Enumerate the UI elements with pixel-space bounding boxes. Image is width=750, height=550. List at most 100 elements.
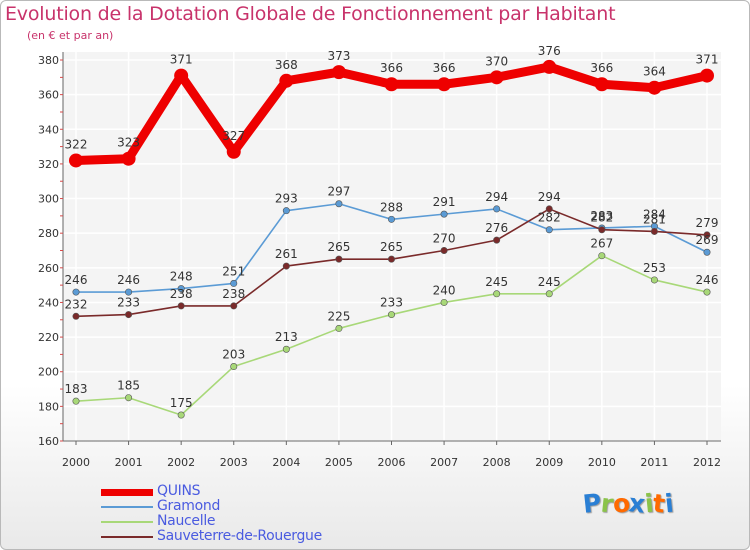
- data-label: 270: [433, 232, 456, 246]
- data-point: [230, 302, 238, 310]
- legend-swatch: [101, 521, 153, 523]
- data-label: 368: [275, 58, 298, 72]
- y-tick-label: 280: [38, 227, 59, 240]
- data-label: 248: [170, 270, 193, 284]
- data-point: [387, 255, 395, 263]
- data-label: 261: [275, 247, 298, 261]
- data-label: 366: [590, 61, 613, 75]
- data-label: 279: [696, 216, 719, 230]
- data-point: [489, 70, 504, 85]
- data-point: [282, 207, 290, 215]
- x-tick-label: 2006: [378, 456, 406, 469]
- legend-label: Gramond: [157, 498, 221, 514]
- data-label: 185: [117, 379, 140, 393]
- data-label: 371: [696, 53, 719, 67]
- data-label: 246: [117, 273, 140, 287]
- chart-title: Evolution de la Dotation Globale de Fonc…: [5, 3, 616, 25]
- data-label: 293: [275, 192, 298, 206]
- data-point: [226, 144, 241, 159]
- data-point: [545, 226, 553, 234]
- data-point: [335, 324, 343, 332]
- data-label: 297: [327, 185, 350, 199]
- data-label: 376: [538, 44, 561, 58]
- data-label: 251: [222, 264, 245, 278]
- data-label: 245: [538, 275, 561, 289]
- data-point: [493, 205, 501, 213]
- data-point: [282, 262, 290, 270]
- data-point: [230, 363, 238, 371]
- data-point: [493, 290, 501, 298]
- legend-swatch: [101, 536, 153, 538]
- data-point: [650, 276, 658, 284]
- data-point: [437, 77, 452, 92]
- data-point: [121, 151, 136, 166]
- data-point: [703, 231, 711, 239]
- data-point: [647, 80, 662, 95]
- x-tick-label: 2007: [430, 456, 458, 469]
- data-point: [125, 311, 133, 319]
- data-point: [230, 279, 238, 287]
- data-point: [542, 59, 557, 74]
- data-point: [177, 411, 185, 419]
- y-tick-label: 320: [38, 158, 59, 171]
- data-label: 370: [485, 54, 508, 68]
- legend-swatch: [101, 506, 153, 508]
- data-point: [387, 215, 395, 223]
- data-point: [384, 77, 399, 92]
- data-point: [331, 65, 346, 80]
- data-label: 281: [643, 212, 666, 226]
- x-tick-label: 2008: [483, 456, 511, 469]
- data-label: 282: [538, 211, 561, 225]
- data-label: 246: [696, 273, 719, 287]
- proxiti-logo: Proxiti: [582, 488, 675, 519]
- data-point: [598, 226, 606, 234]
- data-label: 175: [170, 396, 193, 410]
- y-tick-label: 160: [38, 435, 59, 448]
- data-label: 240: [433, 283, 456, 297]
- x-tick-label: 2000: [62, 456, 90, 469]
- y-tick-label: 360: [38, 89, 59, 102]
- data-label: 233: [380, 296, 403, 310]
- x-tick-label: 2012: [693, 456, 721, 469]
- data-point: [594, 77, 609, 92]
- y-tick-label: 240: [38, 296, 59, 309]
- data-label: 267: [590, 237, 613, 251]
- data-label: 233: [117, 296, 140, 310]
- legend-label: Sauveterre-de-Rouergue: [157, 528, 322, 544]
- chart-subtitle: (en € et par an): [27, 29, 114, 42]
- data-label: 373: [327, 49, 350, 63]
- data-point: [69, 153, 83, 168]
- legend-label: QUINS: [157, 483, 201, 499]
- data-label: 327: [222, 129, 245, 143]
- data-point: [72, 397, 80, 405]
- y-tick-label: 260: [38, 262, 59, 275]
- data-label: 366: [433, 61, 456, 75]
- data-label: 183: [65, 382, 88, 396]
- x-tick-label: 2001: [115, 456, 143, 469]
- x-tick-label: 2009: [535, 456, 563, 469]
- data-label: 269: [696, 233, 719, 247]
- x-tick-label: 2011: [640, 456, 668, 469]
- y-tick-label: 340: [38, 123, 59, 136]
- data-label: 284: [643, 207, 666, 221]
- data-point: [72, 312, 80, 320]
- logo-letter: i: [663, 488, 675, 519]
- data-point: [703, 248, 711, 256]
- data-point: [440, 298, 448, 306]
- legend-swatch: [101, 488, 153, 496]
- x-tick-label: 2010: [588, 456, 616, 469]
- data-point: [440, 247, 448, 255]
- data-point: [177, 285, 185, 293]
- data-point: [598, 252, 606, 260]
- data-label: 276: [485, 221, 508, 235]
- data-label: 203: [222, 348, 245, 362]
- data-label: 322: [65, 137, 88, 151]
- data-point: [545, 290, 553, 298]
- data-point: [335, 200, 343, 208]
- data-point: [125, 288, 133, 296]
- data-label: 238: [222, 287, 245, 301]
- data-point: [282, 345, 290, 353]
- data-label: 366: [380, 61, 403, 75]
